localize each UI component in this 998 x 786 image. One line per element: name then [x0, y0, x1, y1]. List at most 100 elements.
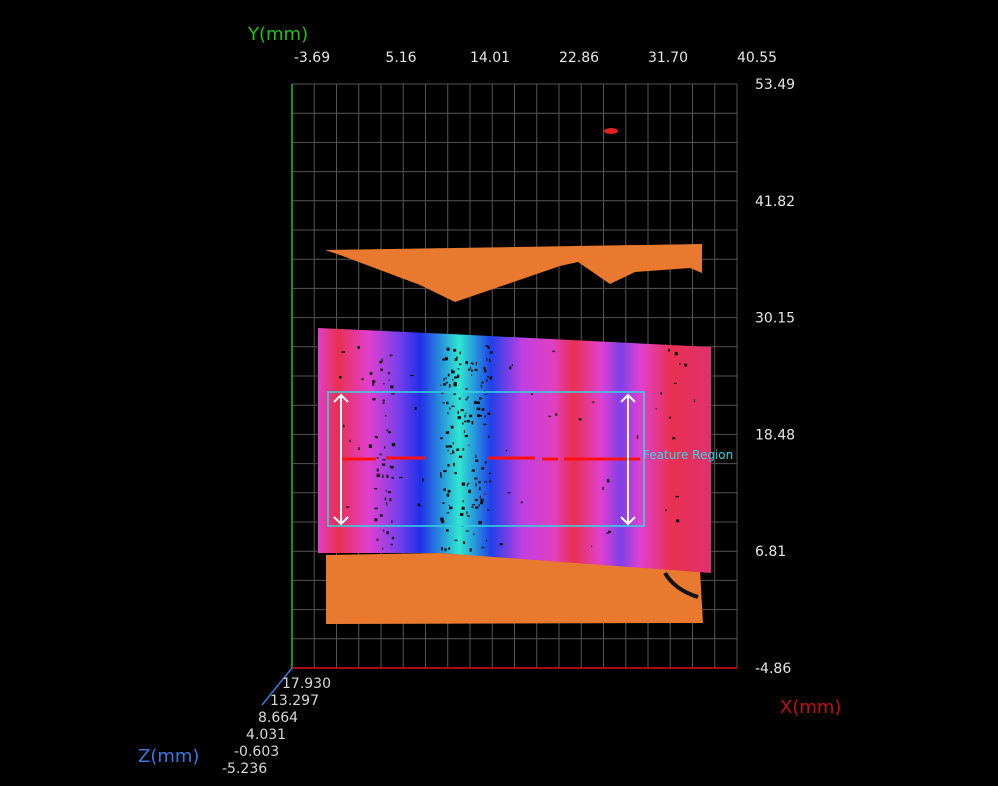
dropout-point	[461, 506, 465, 510]
dropout-point	[674, 351, 678, 356]
dropout-point	[339, 375, 342, 379]
dropout-point	[447, 489, 451, 493]
dropout-point	[665, 509, 667, 512]
dropout-point	[387, 431, 391, 434]
dropout-point	[487, 346, 490, 349]
feature-region-box[interactable]	[327, 391, 645, 527]
dropout-point	[481, 546, 485, 549]
dropout-point	[461, 482, 466, 486]
dropout-point	[486, 345, 489, 348]
dropout-point	[382, 459, 386, 461]
dropout-point	[460, 409, 464, 412]
dropout-point	[380, 368, 383, 372]
dropout-point	[476, 407, 479, 410]
dropout-point	[470, 362, 473, 364]
feature-region-arrow-left[interactable]	[333, 393, 349, 526]
dropout-point	[357, 346, 360, 349]
dropout-point	[471, 369, 473, 372]
dropout-point	[374, 518, 378, 522]
dropout-point	[552, 350, 555, 353]
upper-surface	[325, 244, 702, 302]
dropout-point	[388, 379, 390, 381]
missing-points	[339, 345, 696, 552]
dropout-point	[468, 414, 473, 418]
dropout-point	[453, 383, 457, 387]
z-tick-label: -0.603	[234, 744, 279, 760]
dropout-point	[372, 398, 376, 401]
dropout-point	[391, 536, 395, 540]
dropout-point	[489, 358, 491, 363]
dropout-point	[361, 378, 364, 381]
dropout-point	[471, 504, 476, 506]
dropout-point	[452, 379, 454, 381]
dropout-point	[372, 382, 375, 386]
dropout-point	[453, 381, 457, 384]
dropout-point	[446, 347, 450, 351]
dropout-point	[452, 442, 454, 445]
dropout-point	[440, 437, 443, 440]
dropout-point	[449, 506, 453, 510]
dropout-point	[480, 498, 484, 502]
z-tick-label: 8.664	[258, 710, 298, 726]
dropout-point	[489, 480, 491, 483]
z-tick-label: -5.236	[222, 761, 267, 777]
feature-region-arrow-right[interactable]	[620, 393, 636, 526]
dropout-point	[481, 408, 485, 411]
feature-region-label: Feature Region	[643, 448, 733, 462]
dropout-point	[483, 369, 487, 373]
dropout-point	[374, 507, 378, 510]
dropout-point	[390, 465, 394, 469]
dropout-point	[660, 391, 663, 395]
dropout-point	[449, 407, 451, 410]
dropout-point	[422, 478, 424, 482]
dropout-point	[447, 412, 449, 415]
dropout-point	[456, 374, 460, 379]
dropout-point	[578, 418, 582, 421]
dropout-point	[487, 509, 490, 511]
dropout-point	[389, 498, 392, 502]
dropout-point	[475, 483, 477, 487]
y-axis-title: Y(mm)	[247, 24, 308, 45]
dropout-point	[386, 531, 389, 535]
dropout-point	[382, 399, 385, 402]
dropout-point	[345, 506, 350, 508]
dropout-point	[475, 362, 477, 366]
dropout-point	[376, 457, 379, 459]
dropout-point	[454, 358, 458, 361]
dropout-point	[443, 488, 446, 491]
dropout-point	[465, 398, 468, 401]
dropout-point	[486, 357, 488, 361]
dropout-point	[591, 545, 593, 547]
dropout-point	[672, 437, 676, 440]
dropout-point	[486, 539, 488, 542]
dropout-point	[374, 488, 378, 490]
dropout-point	[442, 402, 445, 404]
dropout-point	[462, 500, 464, 503]
y-tick-label: 18.48	[755, 427, 795, 443]
dropout-point	[479, 397, 482, 400]
dropout-point	[443, 383, 447, 386]
dropout-point	[374, 436, 379, 438]
dropout-point	[341, 351, 345, 353]
dropout-point	[388, 372, 390, 375]
x-tick-label: 31.70	[648, 50, 688, 66]
dropout-point	[382, 547, 384, 550]
dropout-point	[473, 400, 477, 404]
dropout-point	[448, 445, 451, 448]
dropout-point	[381, 463, 386, 466]
dropout-point	[468, 489, 471, 494]
dropout-point	[382, 474, 384, 478]
lower-surface	[326, 553, 703, 624]
dropout-point	[451, 405, 455, 408]
dropout-point	[379, 514, 383, 517]
dropout-point	[376, 468, 379, 472]
dropout-point	[636, 435, 639, 439]
dropout-point	[391, 393, 395, 395]
dropout-point	[443, 470, 447, 473]
dropout-point	[480, 384, 483, 388]
dropout-point	[483, 423, 487, 426]
dropout-point	[457, 368, 460, 370]
wave-surface	[318, 328, 711, 573]
dropout-point	[451, 370, 455, 374]
